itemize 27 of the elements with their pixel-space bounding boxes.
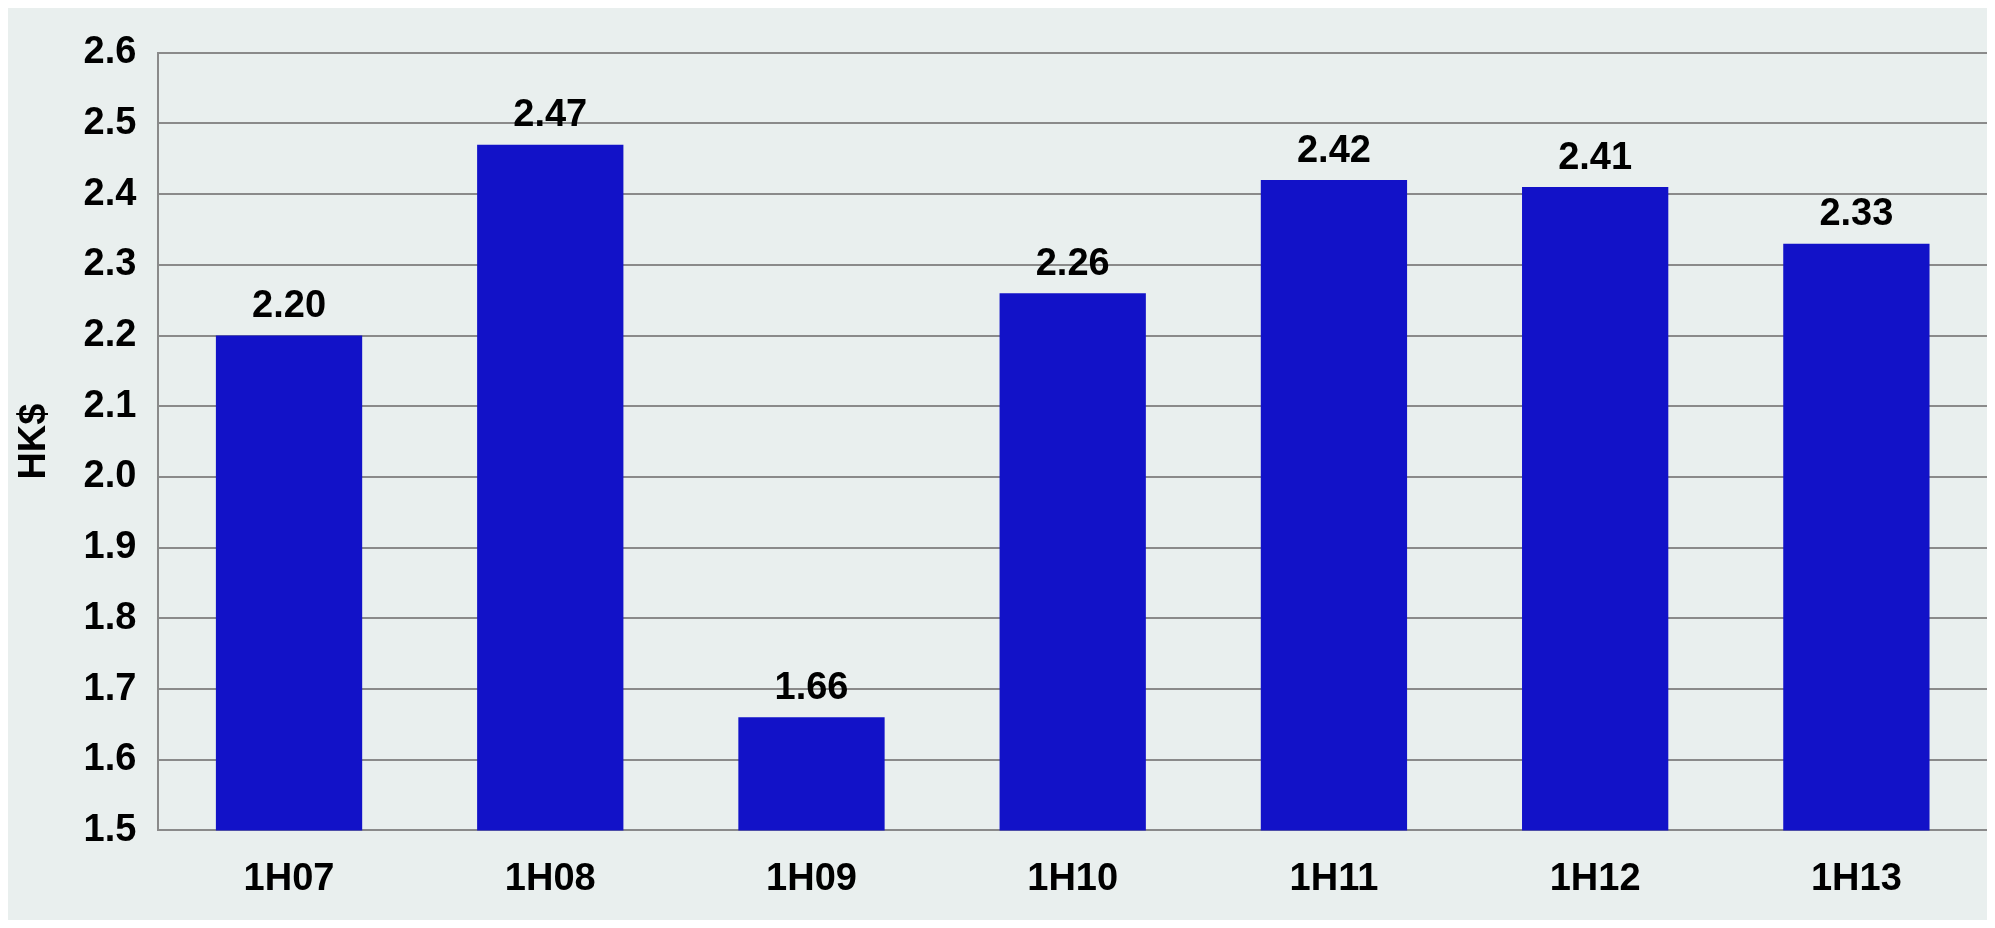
y-tick-label: 2.5 xyxy=(83,99,137,142)
x-tick-label: 1H11 xyxy=(1289,855,1379,898)
x-tick-label: 1H07 xyxy=(243,855,335,898)
y-tick-label: 2.3 xyxy=(83,241,137,284)
data-label: 2.41 xyxy=(1558,134,1633,177)
data-label: 1.66 xyxy=(774,664,849,707)
x-tick-label: 1H12 xyxy=(1549,855,1641,898)
x-tick-label: 1H10 xyxy=(1027,855,1119,898)
y-tick-label: 2.1 xyxy=(83,382,137,425)
y-tick-label: 1.9 xyxy=(83,524,137,567)
data-label: 2.20 xyxy=(252,283,327,326)
y-tick-label: 2.6 xyxy=(83,29,137,72)
x-tick-label: 1H13 xyxy=(1810,855,1902,898)
y-tick-label: 1.5 xyxy=(83,806,137,849)
y-tick-label: 2.2 xyxy=(83,312,137,355)
data-label: 2.26 xyxy=(1035,240,1110,283)
y-tick-label: 1.6 xyxy=(83,736,137,779)
y-tick-label: 2.4 xyxy=(83,170,137,213)
data-label: 2.47 xyxy=(513,92,588,135)
y-tick-label: 2.0 xyxy=(83,453,137,496)
y-tick-label: 1.7 xyxy=(83,665,137,708)
data-label: 2.33 xyxy=(1819,191,1894,234)
y-tick-label: 1.8 xyxy=(83,594,137,637)
x-tick-label: 1H08 xyxy=(504,855,596,898)
y-axis-title: HK$ xyxy=(11,403,54,480)
x-tick-label: 1H09 xyxy=(766,855,857,898)
data-label: 2.42 xyxy=(1296,127,1371,170)
